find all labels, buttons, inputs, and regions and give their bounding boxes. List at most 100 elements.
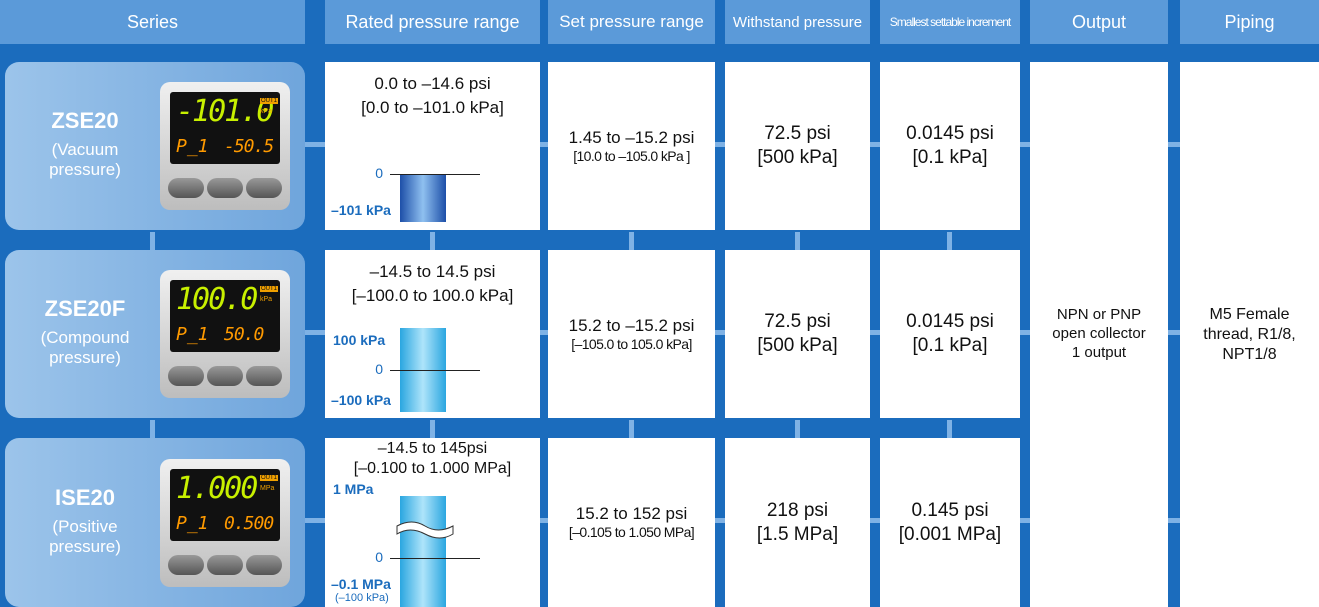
set-cell-text: [–105.0 to 105.0 kPa] bbox=[571, 335, 692, 352]
header-cell: Smallest settable increment bbox=[880, 0, 1020, 44]
header-label: Rated pressure range bbox=[345, 11, 520, 32]
rated-text: 0.0 to –14.6 psi bbox=[374, 74, 491, 93]
device: 1.000 OUT1 MPa P_1 0.500 bbox=[160, 458, 290, 587]
device-screen: 100.0 OUT1 kPa P_1 50.0 bbox=[170, 280, 280, 352]
withstand-cell: 218 psi [1.5 MPa] bbox=[725, 438, 870, 607]
display-main: -101.0 bbox=[176, 94, 274, 129]
series-name: ZSE20 bbox=[51, 108, 119, 133]
connector bbox=[868, 330, 882, 335]
increment-cell: 0.0145 psi [0.1 kPa] bbox=[880, 250, 1020, 418]
increment-cell-text: [0.1 kPa] bbox=[912, 335, 988, 356]
connector bbox=[713, 142, 727, 147]
display-badge: OUT1 bbox=[260, 474, 279, 481]
connector bbox=[303, 330, 327, 335]
display-sub-right: -50.5 bbox=[224, 136, 274, 157]
set-cell-text: [–0.105 to 1.050 MPa] bbox=[568, 524, 695, 541]
scale-label: 100 kPa bbox=[333, 332, 386, 348]
increment-cell-text: 0.145 psi bbox=[911, 499, 989, 521]
scale-bar bbox=[400, 496, 446, 607]
display-main: 1.000 bbox=[176, 470, 258, 506]
set-cell: 1.45 to –15.2 psi [10.0 to –105.0 kPa ] bbox=[548, 62, 715, 230]
connector bbox=[1166, 330, 1182, 335]
device-screen: -101.0 OUT1 kPa P_1 -50.5 bbox=[170, 92, 280, 164]
series-note: pressure) bbox=[49, 536, 121, 556]
connector bbox=[628, 420, 634, 438]
scale-label: –100 kPa bbox=[331, 392, 391, 408]
device: 100.0 OUT1 kPa P_1 50.0 bbox=[160, 270, 290, 398]
zero-line bbox=[390, 370, 480, 371]
connector bbox=[538, 330, 550, 335]
device-button bbox=[168, 554, 204, 575]
series-cell: ZSE20F (Compound pressure) 100.0 OUT1 kPa P_1 5… bbox=[5, 250, 305, 418]
output-cell-text: 1 output bbox=[1071, 343, 1127, 361]
connector bbox=[713, 518, 727, 523]
device-button bbox=[207, 366, 243, 386]
set-cell-text: 1.45 to –15.2 psi bbox=[568, 127, 695, 147]
display-unit: kPa bbox=[260, 108, 273, 115]
increment-cell: 0.145 psi [0.001 MPa] bbox=[880, 438, 1020, 607]
set-cell: 15.2 to 152 psi [–0.105 to 1.050 MPa] bbox=[548, 438, 715, 607]
header-label: Output bbox=[1071, 11, 1127, 32]
display-sub-left: P_1 bbox=[176, 136, 209, 157]
series-note: (Vacuum bbox=[51, 140, 119, 159]
scale-label: –0.1 MPa bbox=[331, 576, 391, 592]
piping-cell-text: NPT1/8 bbox=[1222, 345, 1277, 363]
scale-label: –101 kPa bbox=[331, 202, 391, 218]
connector bbox=[947, 420, 952, 438]
rated-text: [0.0 to –101.0 kPa] bbox=[361, 98, 504, 117]
display-sub-right: 0.500 bbox=[224, 512, 274, 534]
connector bbox=[538, 518, 550, 523]
connector bbox=[429, 420, 435, 438]
withstand-cell-text: 72.5 psi bbox=[764, 311, 831, 333]
device-button bbox=[207, 554, 243, 575]
device-button bbox=[207, 178, 243, 198]
rated-text: –14.5 to 14.5 psi bbox=[369, 262, 496, 281]
series-note: pressure) bbox=[49, 348, 121, 367]
increment-cell: 0.0145 psi [0.1 kPa] bbox=[880, 62, 1020, 230]
connector bbox=[1166, 142, 1182, 147]
device-button bbox=[246, 366, 282, 386]
header-cell: Series bbox=[0, 0, 305, 44]
connector bbox=[538, 142, 550, 147]
zero-line bbox=[390, 174, 480, 175]
display-badge: OUT1 bbox=[260, 98, 279, 104]
device-screen: 1.000 OUT1 MPa P_1 0.500 bbox=[170, 468, 280, 541]
withstand-cell: 72.5 psi [500 kPa] bbox=[725, 62, 870, 230]
series-name: ISE20 bbox=[55, 484, 115, 510]
connector bbox=[1166, 518, 1182, 523]
scale-label: (–100 kPa) bbox=[335, 592, 389, 604]
connector bbox=[429, 232, 435, 250]
series-name: ZSE20F bbox=[44, 296, 126, 321]
withstand-cell-text: [1.5 MPa] bbox=[756, 523, 839, 545]
set-cell: 15.2 to –15.2 psi [–105.0 to 105.0 kPa] bbox=[548, 250, 715, 418]
series-cell: ISE20 (Positive pressure) 1.000 OUT1 MPa P_1 0.… bbox=[5, 438, 305, 607]
increment-cell-text: [0.001 MPa] bbox=[898, 523, 1002, 545]
output-cell-text: NPN or PNP bbox=[1056, 306, 1142, 324]
series-cell: ZSE20 (Vacuum pressure) -101.0 OUT1 kPa P_1 -50… bbox=[5, 62, 305, 230]
output-cell: NPN or PNP open collector 1 output bbox=[1030, 62, 1168, 607]
header-label: Smallest settable increment bbox=[889, 15, 1011, 29]
connector bbox=[303, 142, 327, 147]
connector bbox=[713, 330, 727, 335]
header-cell: Piping bbox=[1180, 0, 1319, 44]
piping-cell-text: thread, R1/8, bbox=[1203, 325, 1296, 343]
withstand-cell-text: 72.5 psi bbox=[764, 123, 831, 145]
connector bbox=[947, 232, 952, 250]
device-button bbox=[246, 178, 282, 198]
piping-cell-text: M5 Female bbox=[1209, 305, 1290, 323]
display-badge: OUT1 bbox=[260, 286, 279, 292]
rated-cell: –14.5 to 145psi [–0.100 to 1.000 MPa] 0 1 M… bbox=[325, 438, 540, 607]
set-cell-text: 15.2 to –15.2 psi bbox=[568, 315, 695, 335]
connector bbox=[868, 142, 882, 147]
connector bbox=[1018, 330, 1032, 335]
connector bbox=[149, 420, 155, 438]
rated-text: [–100.0 to 100.0 kPa] bbox=[351, 286, 514, 305]
scale-break bbox=[395, 520, 455, 542]
display-sub-right: 50.0 bbox=[224, 324, 264, 345]
increment-cell-text: 0.0145 psi bbox=[906, 123, 994, 145]
display-sub-left: P_1 bbox=[176, 324, 209, 345]
scale-label: 1 MPa bbox=[333, 481, 374, 497]
display-unit: MPa bbox=[260, 484, 275, 492]
rated-cell: –14.5 to 14.5 psi [–100.0 to 100.0 kPa] 0 1… bbox=[325, 250, 540, 418]
